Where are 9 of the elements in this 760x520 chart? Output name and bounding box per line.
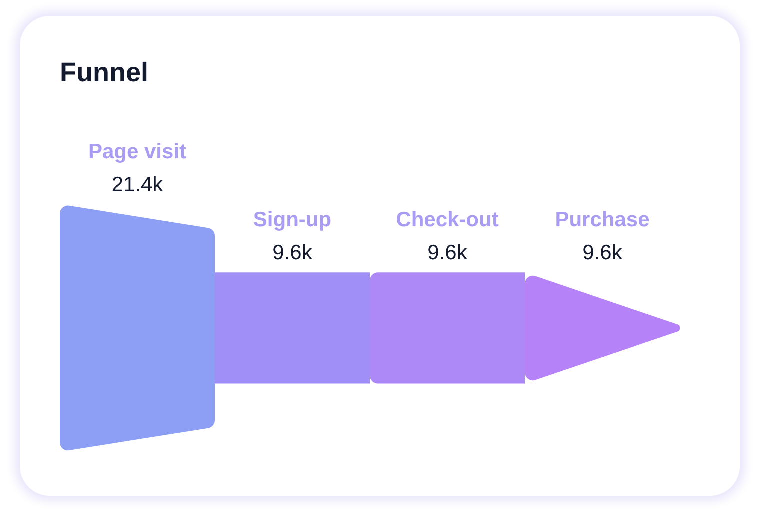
text: Funnel: [60, 58, 148, 88]
data-label: 21.4k: [112, 173, 164, 196]
data-label: 9.6k: [272, 242, 313, 265]
category-label: Sign-up: [253, 208, 332, 232]
data-label: 9.6k: [428, 242, 468, 265]
category-label: Page visit: [88, 140, 187, 164]
category-label: Purchase: [555, 208, 650, 232]
data-label: 9.6k: [582, 242, 623, 265]
category-label: Check-out: [396, 208, 499, 232]
